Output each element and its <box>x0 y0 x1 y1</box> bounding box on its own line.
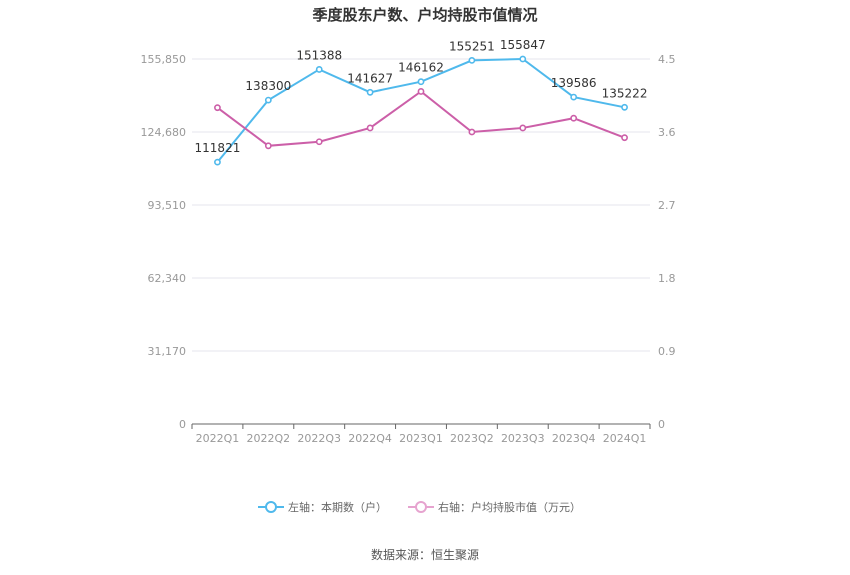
avg-holding-value-point <box>214 104 221 112</box>
shareholder-count-point <box>214 158 221 166</box>
x-axis-category-label: 2022Q3 <box>297 432 341 445</box>
shareholder-count-point <box>264 96 272 104</box>
x-axis-category-label: 2022Q1 <box>196 432 240 445</box>
legend-label-right: 右轴：户均持股市值（万元） <box>438 501 581 514</box>
shareholder-count-point <box>366 88 374 96</box>
data-label: 111821 <box>195 141 241 155</box>
avg-holding-value-point <box>570 114 578 122</box>
shareholder-count-point <box>570 93 578 101</box>
x-axis-category-label: 2024Q1 <box>603 432 647 445</box>
avg-holding-value-point <box>264 142 272 150</box>
data-label: 155251 <box>449 39 495 53</box>
right-axis-tick-label: 0 <box>658 418 665 431</box>
right-axis-tick-label: 2.7 <box>658 199 676 212</box>
left-axis-tick-label: 124,680 <box>141 126 187 139</box>
left-axis-tick-label: 62,340 <box>148 272 187 285</box>
left-axis-tick-label: 155,850 <box>141 53 187 66</box>
right-axis-tick-label: 1.8 <box>658 272 676 285</box>
legend-line-marker-icon <box>408 500 434 514</box>
avg-holding-value-point <box>417 88 425 95</box>
avg-holding-value-point <box>468 128 476 136</box>
legend-item-left-axis[interactable]: 左轴：本期数（户） <box>258 498 387 516</box>
legend-label-left: 左轴：本期数（户） <box>288 501 387 514</box>
data-label: 146162 <box>398 61 444 75</box>
right-axis-tick-label: 4.5 <box>658 53 676 66</box>
right-axis-tick-label: 0.9 <box>658 345 676 358</box>
shareholder-count-point <box>315 66 323 73</box>
x-axis-category-label: 2022Q2 <box>247 432 291 445</box>
x-axis-category-label: 2023Q1 <box>399 432 443 445</box>
legend-line-marker-icon <box>258 500 284 514</box>
data-label: 141627 <box>347 71 393 85</box>
data-label: 155847 <box>500 38 546 52</box>
left-axis-tick-label: 93,510 <box>148 199 187 212</box>
left-axis-tick-label: 0 <box>179 418 186 431</box>
right-axis-tick-label: 3.6 <box>658 126 676 139</box>
avg-holding-value-point <box>366 124 374 132</box>
shareholder-count-point <box>417 78 425 86</box>
x-axis-category-label: 2023Q4 <box>552 432 596 445</box>
data-label: 151388 <box>296 48 342 62</box>
x-axis-category-label: 2023Q2 <box>450 432 494 445</box>
chart-title: 季度股东户数、户均持股市值情况 <box>312 6 538 24</box>
avg-holding-value-point <box>621 134 628 142</box>
shareholder-count-point <box>519 55 527 63</box>
avg-holding-value-line <box>216 90 625 147</box>
data-source: 数据来源：恒生聚源 <box>370 548 479 562</box>
avg-holding-value-point <box>519 124 527 132</box>
left-axis-tick-label: 31,170 <box>148 345 187 358</box>
legend-item-right-axis[interactable]: 右轴：户均持股市值（万元） <box>408 498 581 516</box>
data-label: 135222 <box>602 86 648 100</box>
data-label: 139586 <box>551 76 597 90</box>
shareholder-count-point <box>468 57 476 64</box>
x-axis-category-label: 2022Q4 <box>348 432 392 445</box>
avg-holding-value-point <box>315 138 323 146</box>
shareholder-count-point <box>621 103 628 111</box>
data-label: 138300 <box>245 79 291 93</box>
x-axis-category-label: 2023Q3 <box>501 432 545 445</box>
